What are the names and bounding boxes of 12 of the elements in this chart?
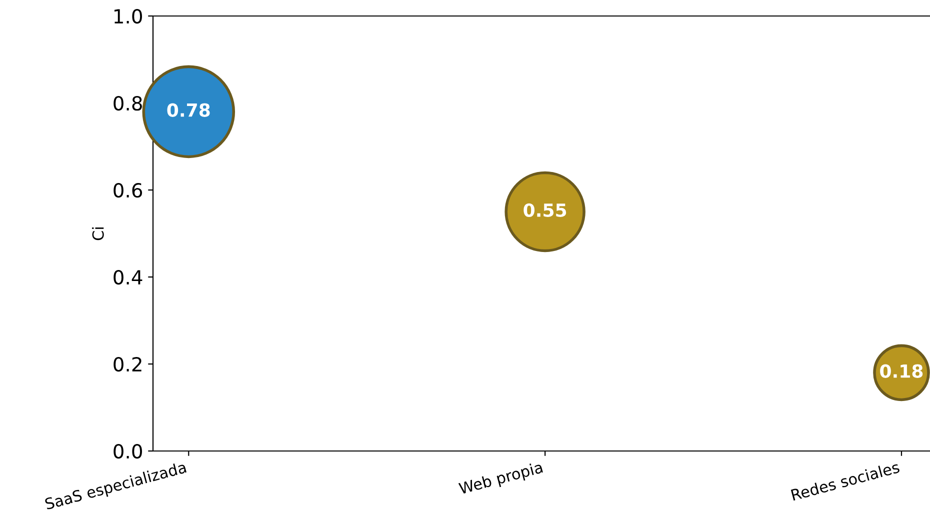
- x-tick-label: Web propia: [458, 461, 544, 498]
- x-tick-label: Redes sociales: [790, 460, 900, 501]
- y-tick-label: 0.6: [114, 182, 142, 198]
- y-tick-label: 0.8: [114, 96, 142, 111]
- data-label: 0.18: [880, 364, 923, 378]
- data-label: 0.78: [167, 103, 210, 117]
- y-tick-label: 0.0: [114, 444, 142, 459]
- y-axis-title: Ci: [92, 227, 104, 240]
- y-tick-label: 1.0: [114, 8, 142, 24]
- y-tick-label: 0.4: [114, 270, 142, 285]
- y-tick-label: 0.2: [114, 356, 142, 372]
- data-label: 0.55: [524, 203, 566, 217]
